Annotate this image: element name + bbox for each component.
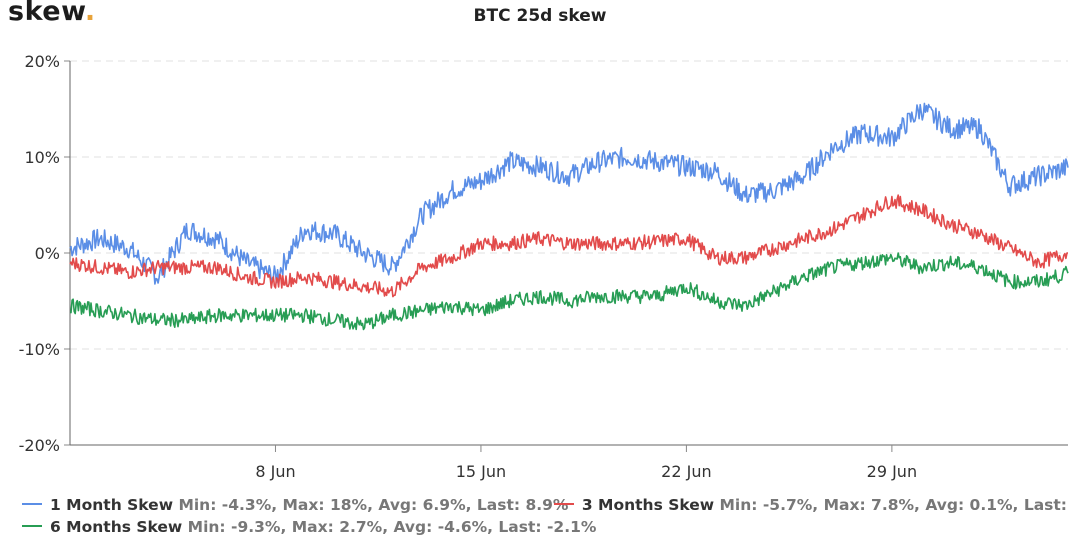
legend-swatch-3-months — [553, 502, 574, 505]
y-tick-label: 0% — [35, 244, 60, 263]
legend-item-6-months[interactable]: 6 Months Skew Min: -9.3%, Max: 2.7%, Avg… — [22, 518, 596, 536]
line-chart: 20% 10% 0% -10% -20% 8 Jun 15 Jun 22 Jun 29 Jun — [19, 52, 1069, 481]
x-tick-label: 8 Jun — [255, 462, 295, 481]
y-tick-label: 20% — [24, 52, 60, 71]
y-tick-label: -10% — [19, 340, 60, 359]
series-line-6-months — [69, 252, 1069, 331]
legend-stats-1-month: Min: -4.3%, Max: 18%, Avg: 6.9%, Last: 8… — [178, 496, 569, 514]
legend-row-2: 6 Months Skew Min: -9.3%, Max: 2.7%, Avg… — [22, 518, 596, 536]
legend-label-3-months: 3 Months Skew — [581, 496, 715, 514]
series-line-3-months — [69, 194, 1068, 298]
legend-item-3-months[interactable]: 3 Months Skew Min: -5.7%, Max: 7.8%, Avg… — [553, 496, 1068, 514]
legend-label-6-months: 6 Months Skew — [50, 518, 183, 536]
chart-title: BTC 25d skew — [473, 6, 607, 26]
x-tick-label: 29 Jun — [867, 462, 917, 481]
legend-stats-6-months: Min: -9.3%, Max: 2.7%, Avg: -4.6%, Last:… — [187, 518, 597, 536]
legend-item-1-month[interactable]: 1 Month Skew Min: -4.3%, Max: 18%, Avg: … — [22, 496, 568, 514]
gridlines — [70, 60, 1068, 350]
x-tick-label: 15 Jun — [456, 462, 506, 481]
series-line-1-month — [69, 102, 1069, 286]
brand-name: skew — [8, 0, 85, 27]
x-tick-label: 22 Jun — [661, 462, 711, 481]
legend-swatch-6-months — [22, 524, 42, 527]
brand-logo: skew. — [8, 0, 96, 27]
series-lines — [69, 102, 1069, 331]
y-tick-label: 10% — [24, 148, 60, 167]
brand-dot: . — [84, 0, 96, 27]
legend-row-1: 1 Month Skew Min: -4.3%, Max: 18%, Avg: … — [22, 496, 1067, 514]
legend-stats-3-months: Min: -5.7%, Max: 7.8%, Avg: 0.1%, Last: — [719, 496, 1068, 514]
y-tick-label: -20% — [19, 436, 60, 455]
legend-swatch-1-month — [22, 502, 42, 505]
legend-label-1-month: 1 Month Skew — [50, 496, 174, 514]
axes: 20% 10% 0% -10% -20% 8 Jun 15 Jun 22 Jun 29 Jun — [19, 52, 1068, 481]
